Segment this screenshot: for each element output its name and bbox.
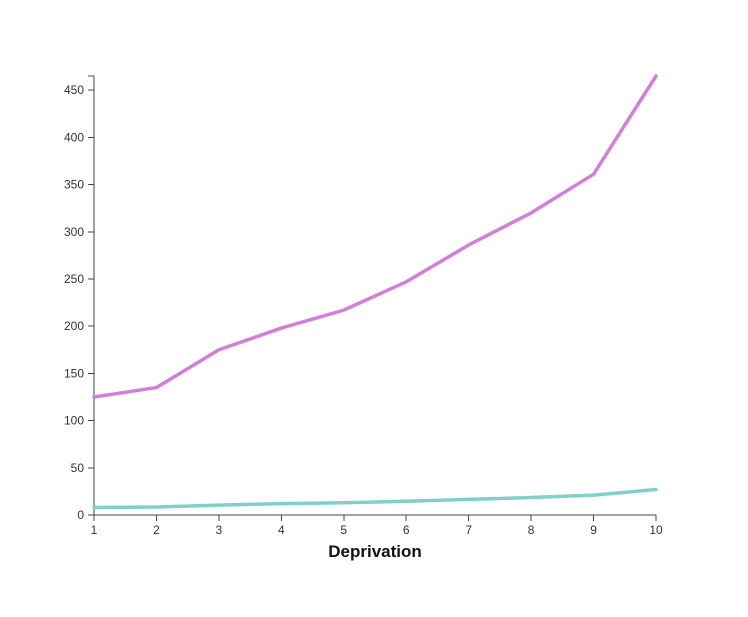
y-tick-label: 450 xyxy=(64,83,84,97)
y-tick-label: 250 xyxy=(64,272,84,286)
y-tick-label: 50 xyxy=(71,461,85,475)
y-tick-label: 100 xyxy=(64,414,84,428)
x-tick-label: 8 xyxy=(528,523,535,537)
x-axis-title: Deprivation xyxy=(328,542,422,561)
x-tick-label: 5 xyxy=(340,523,347,537)
x-tick-label: 7 xyxy=(465,523,472,537)
y-tick-label: 300 xyxy=(64,225,84,239)
y-tick-label: 350 xyxy=(64,178,84,192)
series-layer xyxy=(92,74,658,510)
x-tick-label: 2 xyxy=(153,523,160,537)
x-tick-label: 1 xyxy=(91,523,98,537)
series-line-1 xyxy=(92,74,658,399)
x-tick-label: 9 xyxy=(590,523,597,537)
x-axis: 1 2 3 4 5 6 7 8 9 10 xyxy=(91,514,663,537)
x-tick-label: 6 xyxy=(403,523,410,537)
x-tick-label: 4 xyxy=(278,523,285,537)
y-tick-label: 400 xyxy=(64,130,84,144)
y-axis: 0 50 100 150 200 250 300 350 400 450 xyxy=(64,75,95,522)
x-tick-label: 3 xyxy=(216,523,223,537)
series-line-2 xyxy=(92,487,658,510)
x-tick-label: 10 xyxy=(649,523,663,537)
y-tick-label: 0 xyxy=(77,508,84,522)
y-tick-label: 150 xyxy=(64,366,84,380)
y-tick-label: 200 xyxy=(64,319,84,333)
